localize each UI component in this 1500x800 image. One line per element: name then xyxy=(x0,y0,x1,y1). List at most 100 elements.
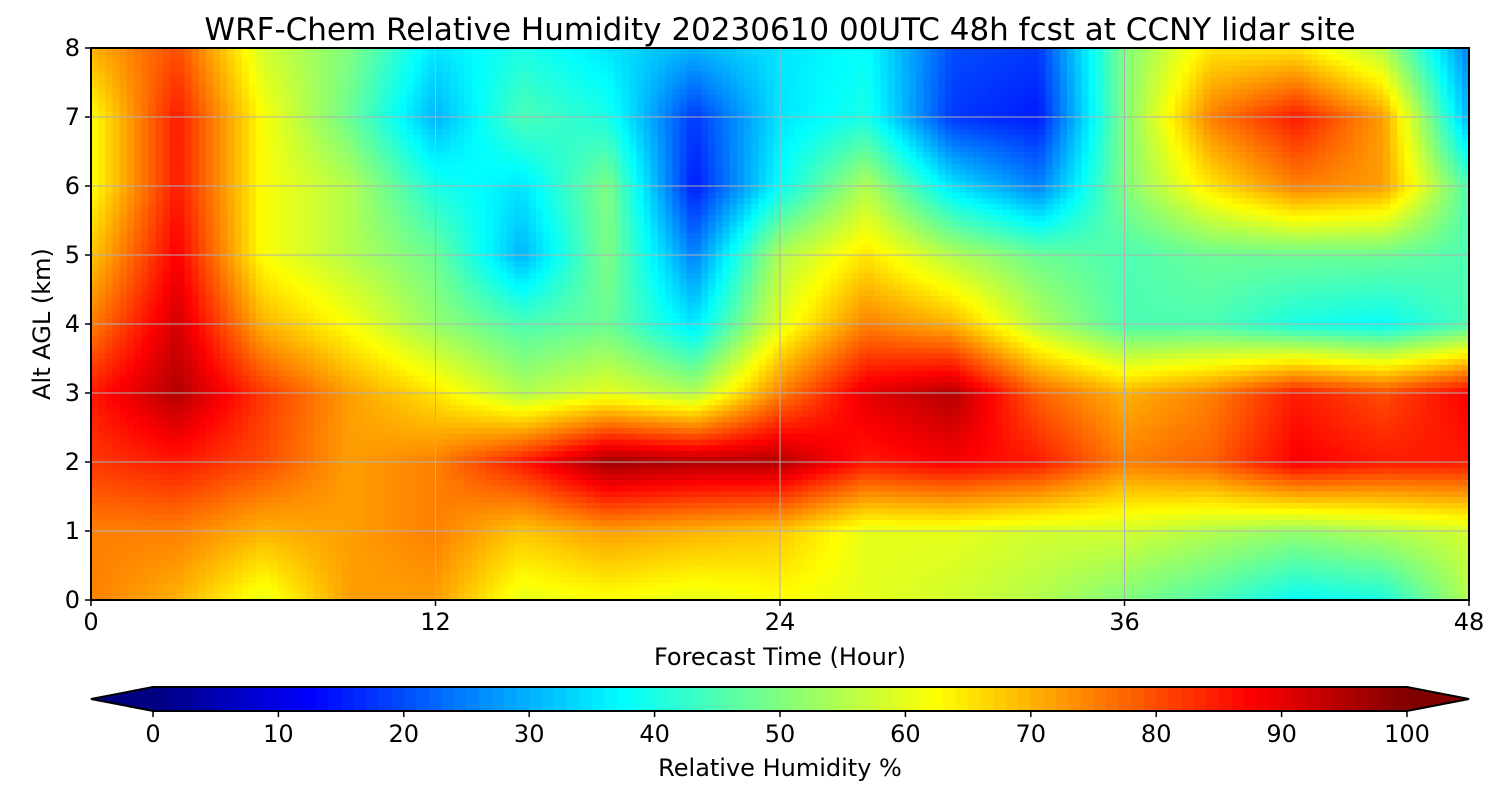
heatmap-cell xyxy=(1325,519,1334,526)
heatmap-cell xyxy=(579,577,587,584)
heatmap-cell xyxy=(643,513,652,521)
heatmap-cell xyxy=(256,519,264,526)
heatmap-cell xyxy=(1246,508,1255,515)
heatmap-cell xyxy=(1210,582,1219,590)
heatmap-cell xyxy=(299,542,307,549)
heatmap-cell xyxy=(464,456,472,463)
heatmap-cell xyxy=(557,594,566,600)
heatmap-cell xyxy=(579,519,587,526)
heatmap-cell xyxy=(1425,571,1434,578)
heatmap-cell xyxy=(1045,490,1054,498)
heatmap-cell xyxy=(1102,594,1111,600)
heatmap-cell xyxy=(1110,462,1118,469)
heatmap-cell xyxy=(1332,519,1341,526)
heatmap-cell xyxy=(1411,554,1420,561)
heatmap-cell xyxy=(1390,513,1398,521)
heatmap-cell xyxy=(1059,531,1068,538)
heatmap-cell xyxy=(1418,490,1427,498)
heatmap-cell xyxy=(808,479,817,486)
heatmap-cell xyxy=(284,450,293,457)
heatmap-cell xyxy=(248,582,257,590)
heatmap-cell xyxy=(887,479,896,486)
heatmap-cell xyxy=(313,571,322,578)
heatmap-cell xyxy=(629,485,638,492)
heatmap-cell xyxy=(141,582,150,590)
heatmap-cell xyxy=(1332,565,1341,572)
heatmap-cell xyxy=(105,525,114,532)
heatmap-cell xyxy=(614,542,623,549)
heatmap-cell xyxy=(1167,467,1176,475)
heatmap-cell xyxy=(1418,462,1427,469)
heatmap-cell xyxy=(1024,536,1032,544)
heatmap-cell xyxy=(1461,496,1469,503)
heatmap-cell xyxy=(1232,462,1240,469)
heatmap-cell xyxy=(571,490,580,498)
heatmap-cell xyxy=(1232,525,1240,532)
heatmap-cell xyxy=(457,559,465,567)
heatmap-cell xyxy=(1059,473,1068,480)
heatmap-cell xyxy=(492,513,501,521)
heatmap-cell xyxy=(988,542,996,549)
heatmap-cell xyxy=(1131,490,1140,498)
heatmap-cell xyxy=(471,485,480,492)
heatmap-cell xyxy=(1433,485,1441,492)
heatmap-cell xyxy=(1059,565,1068,572)
heatmap-cell xyxy=(765,467,774,475)
heatmap-cell xyxy=(399,565,408,572)
heatmap-cell xyxy=(902,508,910,515)
heatmap-cell xyxy=(1009,479,1018,486)
heatmap-cell xyxy=(966,490,975,498)
heatmap-cell xyxy=(234,571,243,578)
heatmap-cell xyxy=(679,554,688,561)
heatmap-cell xyxy=(1038,450,1047,457)
heatmap-cell xyxy=(1203,565,1212,572)
heatmap-cell xyxy=(449,473,458,480)
heatmap-cell xyxy=(1346,467,1355,475)
heatmap-cell xyxy=(1325,554,1334,561)
heatmap-cell xyxy=(873,490,882,498)
heatmap-cell xyxy=(500,536,508,544)
heatmap-cell xyxy=(335,571,343,578)
heatmap-cell xyxy=(586,536,594,544)
heatmap-cell xyxy=(184,456,193,463)
heatmap-cell xyxy=(614,554,623,561)
heatmap-cell xyxy=(966,554,975,561)
heatmap-cell xyxy=(909,450,917,457)
heatmap-cell xyxy=(930,467,939,475)
heatmap-cell xyxy=(780,513,788,521)
heatmap-cell xyxy=(1081,548,1090,555)
heatmap-cell xyxy=(500,519,508,526)
heatmap-cell xyxy=(715,559,724,567)
heatmap-cell xyxy=(1189,536,1197,544)
heatmap-cell xyxy=(564,542,573,549)
heatmap-cell xyxy=(1325,571,1334,578)
heatmap-cell xyxy=(256,548,264,555)
heatmap-cell xyxy=(1038,594,1047,600)
heatmap-cell xyxy=(722,490,731,498)
heatmap-cell xyxy=(105,554,114,561)
heatmap-cell xyxy=(1045,559,1054,567)
heatmap-cell xyxy=(1404,594,1413,600)
heatmap-cell xyxy=(1418,542,1427,549)
heatmap-cell xyxy=(313,467,322,475)
heatmap-cell xyxy=(1239,479,1248,486)
heatmap-cell xyxy=(586,571,594,578)
heatmap-cell xyxy=(937,462,946,469)
heatmap-cell xyxy=(98,485,106,492)
heatmap-cell xyxy=(521,485,530,492)
heatmap-cell xyxy=(679,577,688,584)
heatmap-cell xyxy=(342,473,350,480)
heatmap-cell xyxy=(1052,496,1061,503)
heatmap-cell xyxy=(679,565,688,572)
heatmap-cell xyxy=(966,485,975,492)
heatmap-cell xyxy=(1418,531,1427,538)
heatmap-cell xyxy=(1411,571,1420,578)
heatmap-cell xyxy=(370,485,379,492)
heatmap-cell xyxy=(550,542,559,549)
heatmap-cell xyxy=(744,577,752,584)
heatmap-cell xyxy=(959,536,968,544)
heatmap-cell xyxy=(636,502,645,509)
heatmap-cell xyxy=(1181,548,1190,555)
heatmap-cell xyxy=(543,559,551,567)
heatmap-cell xyxy=(1346,519,1355,526)
